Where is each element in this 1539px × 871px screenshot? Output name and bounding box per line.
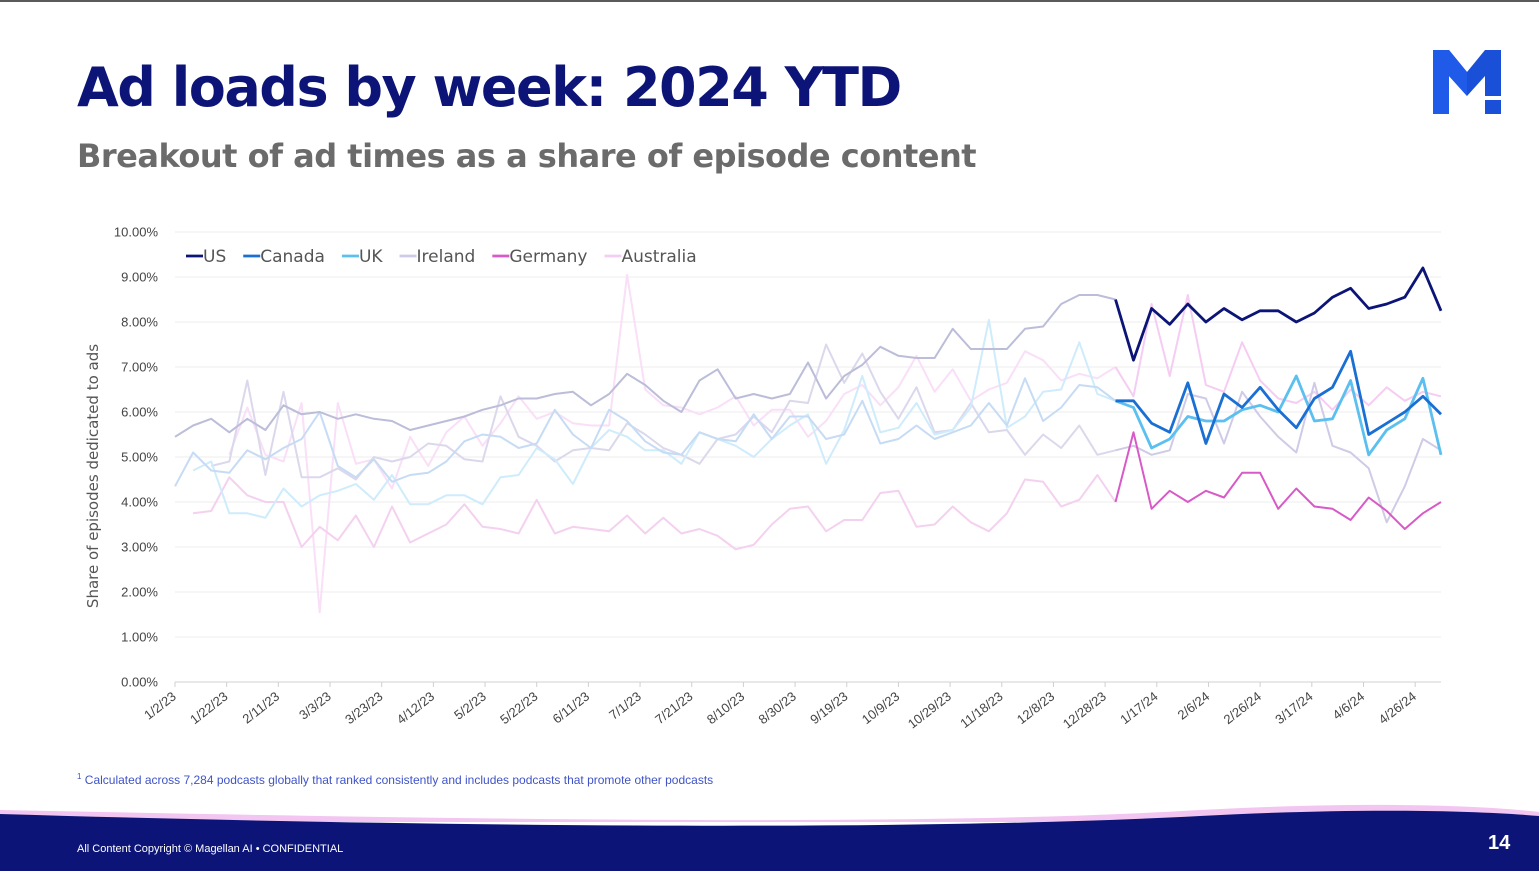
legend-label-germany: Germany <box>509 247 587 267</box>
x-tick-label: 11/18/23 <box>957 689 1005 731</box>
x-tick-label: 8/30/23 <box>756 689 799 728</box>
series-line-ireland-2024 <box>1115 381 1442 524</box>
y-tick-label: 7.00% <box>121 360 158 375</box>
legend-label-australia: Australia <box>621 247 696 267</box>
legend-label-us: US <box>203 247 226 267</box>
x-tick-label: 4/12/23 <box>394 689 437 728</box>
x-tick-label: 12/8/23 <box>1014 689 1057 728</box>
page-title: Ad loads by week: 2024 YTD <box>77 56 902 119</box>
x-tick-label: 9/19/23 <box>807 689 850 728</box>
footnote: 1 Calculated across 7,284 podcasts globa… <box>77 772 713 787</box>
x-tick-label: 5/22/23 <box>497 689 540 728</box>
x-tick-label: 7/21/23 <box>652 689 695 728</box>
series-line-germany-2024 <box>1114 431 1442 530</box>
legend-label-uk: UK <box>359 247 383 267</box>
gridlines <box>175 231 1441 683</box>
footer-main-band <box>0 810 1539 871</box>
x-tick-label: 4/6/24 <box>1330 689 1368 723</box>
x-tick-label: 1/17/24 <box>1117 689 1160 728</box>
x-tick-label: 2/6/24 <box>1175 689 1213 723</box>
top-border <box>0 0 1539 2</box>
ad-load-line-chart: 0.00% 1.00% 2.00% 3.00% 4.00% 5.00% 6.00% 7.00%… <box>84 225 1443 732</box>
chart-legend: US Canada UK Ireland Germany Australia <box>186 247 697 267</box>
magellan-logo-icon <box>1433 50 1501 114</box>
footnote-marker: 1 <box>77 772 82 781</box>
x-tick-label: 3/23/23 <box>342 689 385 728</box>
x-tick-label: 1/2/23 <box>141 689 179 723</box>
x-tick-label: 12/28/23 <box>1060 689 1109 732</box>
x-tick-label: 3/3/23 <box>296 689 334 723</box>
footnote-text: Calculated across 7,284 podcasts globall… <box>81 773 714 787</box>
series-line-germany-2023 <box>192 474 1117 551</box>
x-tick-label: 2/11/23 <box>240 689 283 727</box>
legend-label-canada: Canada <box>260 247 325 267</box>
series-line-australia-2023 <box>228 273 1117 614</box>
x-tick-label: 3/17/24 <box>1272 689 1315 728</box>
legend-label-ireland: Ireland <box>417 247 476 267</box>
series-line-us-2023 <box>174 294 1116 438</box>
x-tick-label: 10/9/23 <box>859 689 902 728</box>
footer-accent-wave <box>0 804 1539 822</box>
y-tick-label: 1.00% <box>121 630 158 645</box>
x-tick-label: 5/2/23 <box>451 689 489 723</box>
y-tick-label: 2.00% <box>121 585 158 600</box>
page-subtitle: Breakout of ad times as a share of episo… <box>77 137 977 175</box>
series-line-us-2024 <box>1114 266 1443 362</box>
y-tick-label: 0.00% <box>121 675 158 690</box>
y-tick-label: 4.00% <box>121 495 158 510</box>
series-line-uk-2024 <box>1115 374 1443 457</box>
y-axis-label: Share of episodes dedicated to ads <box>84 344 102 608</box>
x-axis-ticks: 1/2/23 1/22/23 2/11/23 3/3/23 3/23/23 4/12/23… <box>141 682 1419 732</box>
x-tick-label: 8/10/23 <box>704 689 747 728</box>
series-line-uk-2023 <box>192 318 1116 519</box>
y-tick-label: 5.00% <box>121 450 158 465</box>
footer-band <box>0 804 1539 871</box>
series-line-canada-2023 <box>174 377 1117 487</box>
series-line-australia-2024 <box>1114 294 1442 411</box>
x-tick-label: 10/29/23 <box>905 689 954 732</box>
y-tick-label: 3.00% <box>121 540 158 555</box>
series-line-canada-2024 <box>1115 349 1442 445</box>
x-tick-label: 2/26/24 <box>1221 689 1264 728</box>
series-lines <box>174 266 1443 614</box>
x-tick-label: 6/11/23 <box>550 689 593 727</box>
y-tick-label: 10.00% <box>114 225 159 240</box>
x-tick-label: 1/22/23 <box>187 689 230 728</box>
x-tick-label: 7/1/23 <box>606 689 644 723</box>
y-axis-ticks: 0.00% 1.00% 2.00% 3.00% 4.00% 5.00% 6.00% 7.00%… <box>114 225 159 690</box>
y-tick-label: 9.00% <box>121 270 158 285</box>
y-tick-label: 8.00% <box>121 315 158 330</box>
y-tick-label: 6.00% <box>121 405 158 420</box>
page-number: 14 <box>1488 832 1511 854</box>
x-tick-label: 4/26/24 <box>1376 689 1419 728</box>
copyright-text: All Content Copyright © Magellan AI • CO… <box>77 843 344 855</box>
